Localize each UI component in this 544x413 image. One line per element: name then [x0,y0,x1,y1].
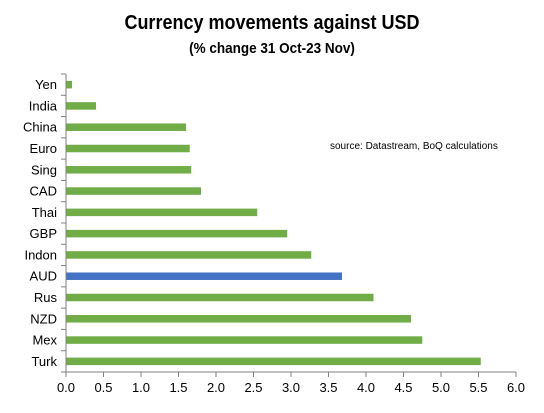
x-tick-label: 5.0 [432,380,450,395]
chart-subtitle: (% change 31 Oct-23 Nov) [189,40,355,57]
category-label-india: India [29,98,58,113]
category-label-china: China [23,120,58,135]
category-label-nzd: NZD [30,311,57,326]
category-label-indon: Indon [24,247,57,262]
bar-india [66,102,96,110]
bar-cad [66,187,201,195]
category-label-thai: Thai [32,205,57,220]
x-tick-label: 1.0 [132,380,150,395]
category-label-cad: CAD [30,184,57,199]
x-tick-label: 2.5 [244,380,262,395]
category-label-mex: Mex [32,333,57,348]
category-label-yen: Yen [35,77,57,92]
source-annotation: source: Datastream, BoQ calculations [330,141,498,152]
bar-nzd [66,315,411,323]
x-tick-label: 4.0 [357,380,375,395]
x-tick-label: 2.0 [207,380,225,395]
bar-rus [66,293,374,302]
x-tick-label: 0.0 [57,380,75,395]
bar-sing [66,166,192,174]
bar-gbp [66,229,288,238]
chart-title: Currency movements against USD [124,12,420,34]
x-tick-label: 1.5 [169,380,187,395]
bar-indon [66,251,312,259]
bar-euro [66,144,190,153]
category-label-turk: Turk [31,354,57,369]
category-label-euro: Euro [30,141,57,156]
bar-china [66,123,186,131]
category-label-rus: Rus [34,290,58,305]
bar-mex [66,336,423,344]
bar-turk [66,357,481,366]
x-tick-label: 5.5 [469,380,487,395]
x-tick-label: 0.5 [94,380,112,395]
category-label-sing: Sing [31,162,57,177]
x-tick-label: 3.0 [282,380,300,395]
bar-aud [66,272,342,280]
x-tick-label: 3.5 [319,380,337,395]
bar-thai [66,208,258,217]
x-tick-label: 6.0 [507,380,525,395]
bar-yen [66,80,72,89]
category-label-aud: AUD [30,269,57,284]
x-tick-label: 4.5 [394,380,412,395]
category-label-gbp: GBP [30,226,57,241]
